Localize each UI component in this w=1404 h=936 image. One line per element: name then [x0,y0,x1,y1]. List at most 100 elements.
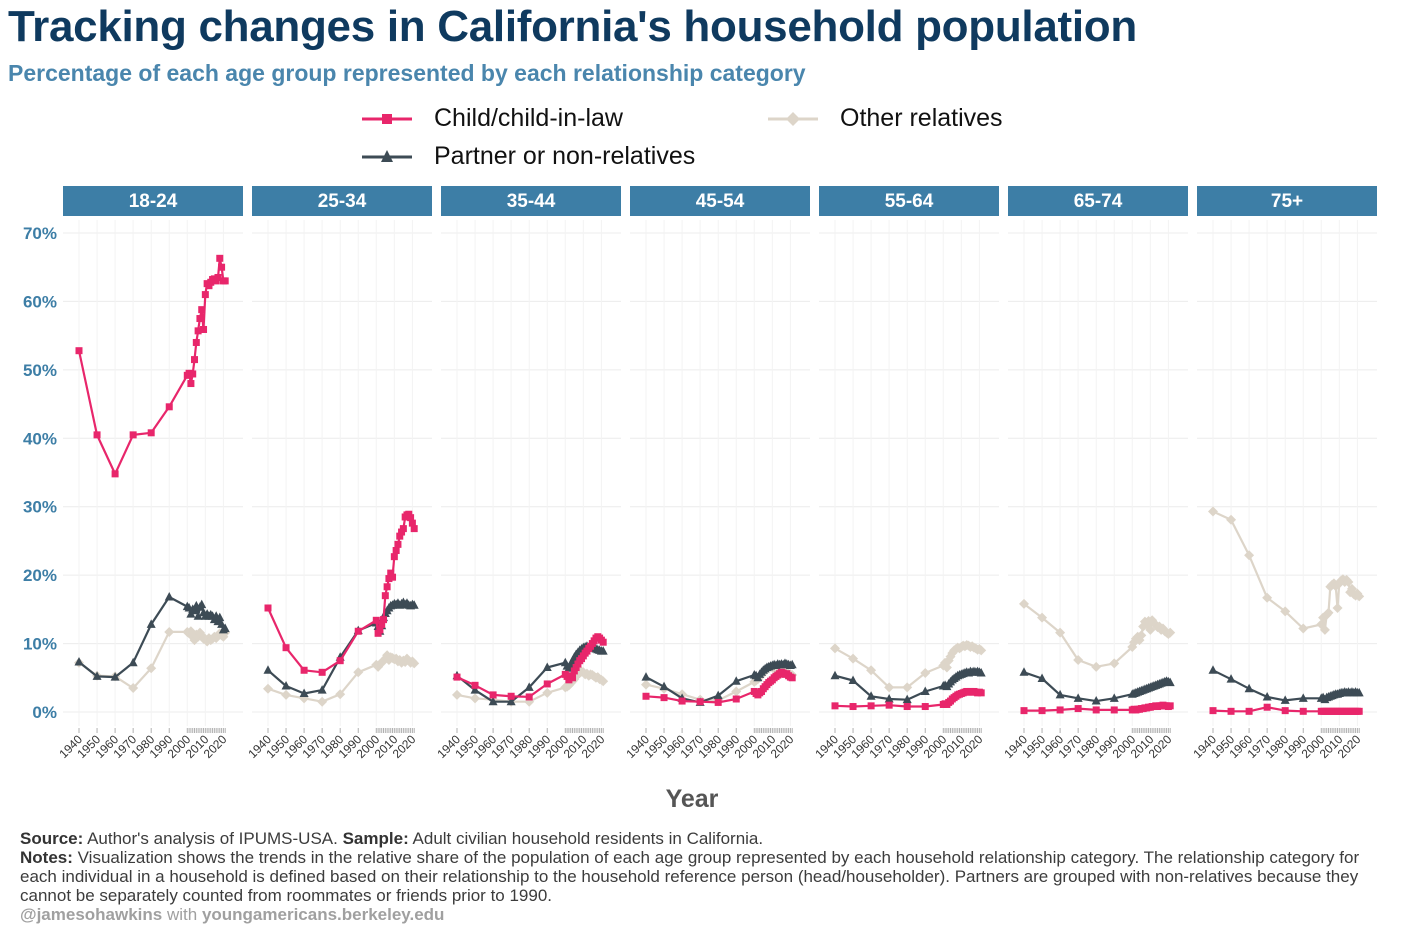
data-point-child [200,325,208,333]
data-point-other [1280,606,1291,617]
data-point-partner [470,685,480,694]
data-point-child [264,604,272,612]
data-point-child [378,620,386,628]
data-point-child [885,701,893,709]
data-point-child [1209,707,1217,715]
sample-text: Adult civilian household residents in Ca… [408,829,764,848]
facet-panel-65-74: 65-7419401950196019701980199020002010202… [1001,186,1188,761]
data-point-child [198,306,206,314]
source-line: Source: Author's analysis of IPUMS-USA. … [20,829,1390,848]
data-point-child [390,553,398,561]
y-tick-label: 0% [32,703,57,722]
data-point-other [1073,654,1084,665]
source-text: Author's analysis of IPUMS-USA. [83,829,343,848]
data-point-partner [1244,683,1254,693]
data-point-other [731,686,742,697]
data-point-other [830,643,840,654]
data-point-other [263,683,273,694]
data-point-other [902,682,913,693]
facet-strip [630,186,810,216]
data-point-partner [1354,687,1364,697]
data-point-child [1227,707,1235,715]
data-point-child [191,356,199,364]
data-point-child [1355,707,1363,715]
data-point-child [75,347,83,355]
data-point-child [194,327,202,335]
data-point-other [1208,506,1218,517]
credit-site: youngamericans.berkeley.edu [201,905,445,924]
facet-panel-45-54: 45-5419401950196019701980199020002010202… [623,186,810,761]
data-point-child [387,569,395,577]
data-point-other [470,693,481,704]
faceted-line-chart: 0% 10% 20% 30% 40% 50% 60% 70%18-24194019501960… [23,186,1377,813]
legend-label-other: Other relatives [840,104,1003,132]
data-point-child [660,694,668,702]
legend-item-other: Other relatives [768,104,1003,133]
data-point-partner [317,685,327,694]
data-point-partner [197,599,207,609]
data-point-child [389,573,397,581]
data-point-other [1091,661,1102,672]
y-tick-label: 50% [23,361,57,380]
data-point-other [1037,612,1048,623]
data-point-partner [848,675,858,685]
data-point-child [300,666,308,674]
data-point-child [216,254,224,262]
data-point-partner [1019,667,1029,676]
facet-strip [63,186,243,216]
data-point-partner [976,667,986,677]
data-point-child [165,403,173,411]
data-point-child [381,592,389,600]
data-point-child [407,514,415,522]
data-point-child [282,644,290,652]
facet-strip [252,186,432,216]
data-point-child [867,702,875,710]
data-point-child [1166,702,1174,710]
data-point-partner [92,671,102,680]
data-point-child [1110,706,1118,714]
series-line-child [266,513,416,674]
data-point-child [408,519,416,527]
data-point-child [318,668,326,676]
data-point-other [1019,598,1029,609]
data-point-partner [1055,689,1065,699]
credit-handle: @jamesohawkins [20,905,163,924]
data-point-child [714,698,722,706]
data-point-other [1055,627,1066,638]
chart-title: Tracking changes in California's househo… [8,2,1137,51]
data-point-other [1354,591,1365,602]
data-point-partner [641,672,651,681]
data-point-partner [128,657,138,667]
data-point-partner [299,688,309,698]
data-point-other [452,689,462,700]
data-point-partner [281,680,291,690]
facet-panel-55-64: 55-6419401950196019701980199020002010202… [812,186,999,761]
data-point-partner [1109,693,1119,702]
data-point-other [164,626,175,637]
series-line-other [1023,603,1171,668]
data-point-partner [920,686,930,695]
data-point-other [1226,514,1237,525]
facet-strip-label: 35-44 [507,191,556,212]
data-point-other [281,689,292,700]
data-point-child [977,689,985,697]
data-point-other [335,689,346,700]
data-point-child [642,692,650,700]
facet-panel-25-34: 25-3419401950196019701980199020002010202… [245,186,432,761]
data-point-other [1332,602,1343,613]
data-point-child [1038,707,1046,715]
data-point-child [399,525,407,533]
y-tick-label: 40% [23,429,57,448]
legend-item-partner: Partner or non-relatives [362,142,695,171]
data-point-other [317,696,328,707]
chart-footer: Source: Author's analysis of IPUMS-USA. … [20,829,1390,924]
y-tick-label: 20% [23,566,57,585]
data-point-partner [215,612,225,622]
data-point-partner [524,682,534,691]
data-point-other [128,683,139,694]
data-point-partner [220,623,230,633]
notes-label: Notes: [20,848,73,867]
data-point-child [1263,703,1271,711]
data-point-partner [146,619,156,628]
